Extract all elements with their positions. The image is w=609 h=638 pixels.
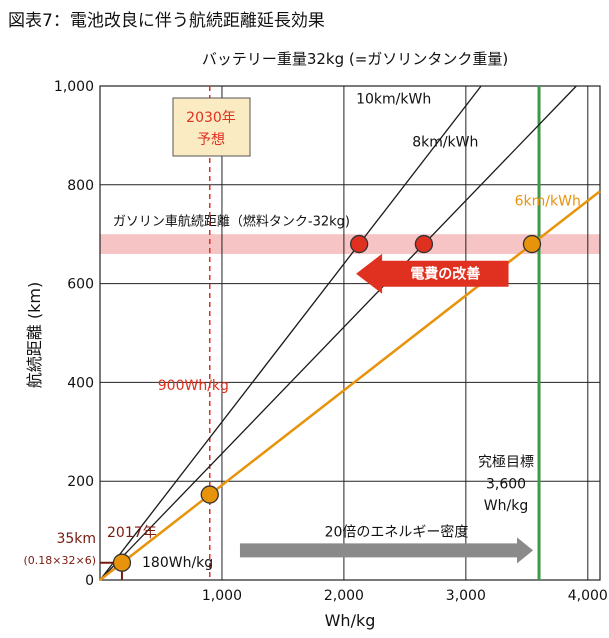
target-text-line2: 3,600 [486,477,526,493]
y-tick-label: 800 [67,178,94,194]
data-point [414,234,434,254]
y-tick-label: 600 [67,277,94,293]
y-tick-label: 0 [85,573,94,589]
arrow-cost-improvement [356,253,509,294]
y-axis-label: 航続距離 (km) [25,282,44,388]
arrow-density-label: 20倍のエネルギー密度 [325,523,469,540]
series-line [99,85,482,581]
y-tick-label: 1,000 [54,79,94,95]
data-point [349,234,369,254]
plot-area: 0 200 400 600 800 1,000 1,000 2,000 3,000 4,000 ガソ… [23,79,607,604]
x-tick-label: 2,000 [324,588,364,604]
chart-title: バッテリー重量32kg (=ガソリンタンク重量) [202,50,508,68]
gasoline-band-label: ガソリン車航続距離（燃料タンク-32kg) [113,213,350,229]
data-point [200,485,219,504]
data-point [522,234,542,254]
box-2030 [172,97,251,157]
y-tick-label: 200 [67,474,94,490]
point-2017-km-formula: (0.18×32×6) [23,554,96,567]
series-line [99,190,601,581]
series-label: 6km/kWh [515,194,581,210]
point-2017-year-label: 2017年 [107,525,157,541]
series-label: 8km/kWh [412,134,478,150]
vline-2030-label: 900Wh/kg [158,378,229,394]
plot-frame [99,85,601,581]
point-2017-wh-label: 180Wh/kg [142,555,213,571]
target-text-line1: 究極目標 [478,454,534,470]
target-text-line3: Wh/kg [484,498,528,514]
series-line [99,85,577,581]
x-axis-label: Wh/kg [325,611,376,630]
box-2030-line1: 2030年 [186,110,236,126]
arrow-energy-density [239,537,534,564]
x-tick-label: 4,000 [568,588,608,604]
x-tick-label: 3,000 [446,588,486,604]
x-tick-label: 1,000 [202,588,242,604]
series-label: 10km/kWh [356,91,431,107]
point-2017-km-label: 35km [56,531,96,547]
arrow-cost-label: 電費の改善 [410,266,480,283]
plot-background [100,86,600,580]
box-2030-line2: 予想 [197,132,225,148]
y-tick-label: 400 [67,375,94,391]
data-point [112,553,132,572]
page-title: 図表7：電池改良に伴う航続距離延長効果 [8,11,325,31]
